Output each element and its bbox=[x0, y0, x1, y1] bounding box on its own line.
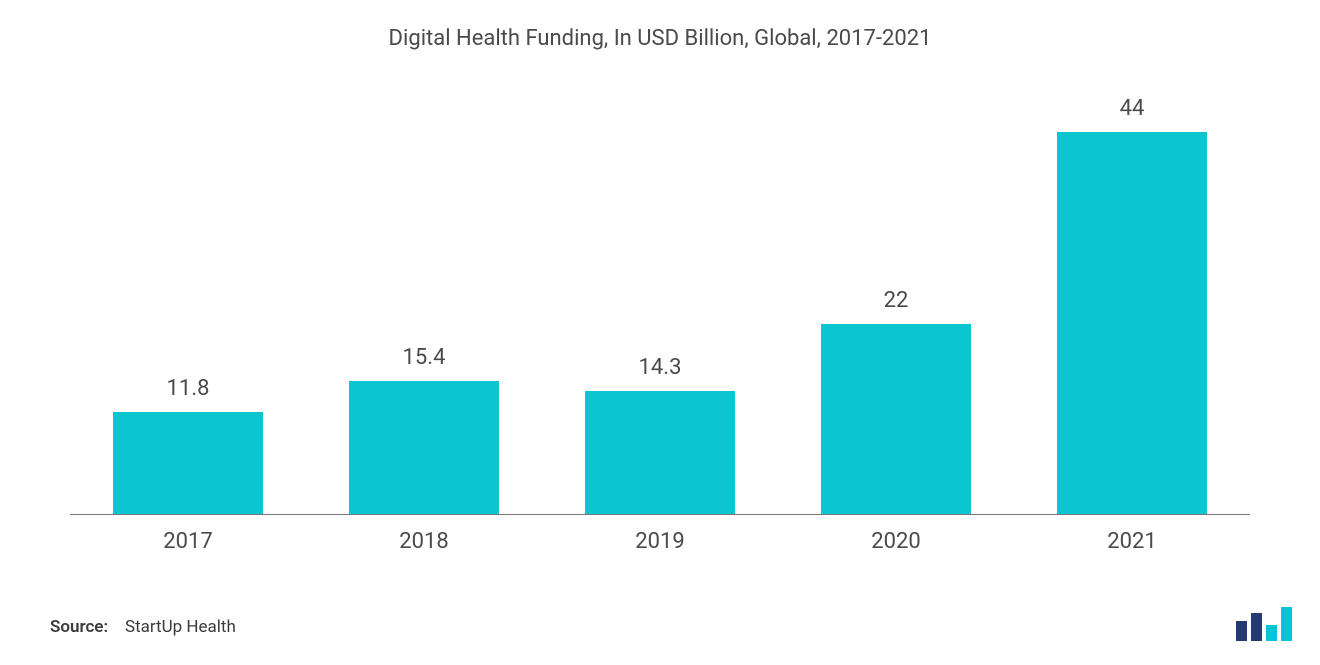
bar: 22 bbox=[821, 324, 971, 515]
bar-value-label: 44 bbox=[1120, 96, 1145, 121]
x-axis-label: 2019 bbox=[635, 529, 684, 554]
brand-logo-icon bbox=[1236, 607, 1292, 641]
bar-slot: 15.42018 bbox=[306, 80, 542, 515]
source-label: Source: bbox=[50, 617, 108, 637]
bar-slot: 222020 bbox=[778, 80, 1014, 515]
bar-slot: 442021 bbox=[1014, 80, 1250, 515]
x-axis-baseline bbox=[70, 514, 1250, 515]
bar-value-label: 22 bbox=[884, 288, 909, 313]
x-axis-label: 2020 bbox=[871, 529, 920, 554]
plot-area: 11.8201715.4201814.32019222020442021 bbox=[70, 80, 1250, 515]
chart-title: Digital Health Funding, In USD Billion, … bbox=[40, 0, 1280, 51]
bar: 14.3 bbox=[585, 391, 735, 515]
x-axis-label: 2021 bbox=[1107, 529, 1156, 554]
source-attribution: Source: StartUp Health bbox=[50, 617, 236, 637]
bar: 44 bbox=[1057, 132, 1207, 515]
chart-container: Digital Health Funding, In USD Billion, … bbox=[40, 0, 1280, 665]
bar: 15.4 bbox=[349, 381, 499, 515]
bar: 11.8 bbox=[113, 412, 263, 515]
x-axis-label: 2018 bbox=[399, 529, 448, 554]
source-value: StartUp Health bbox=[125, 617, 236, 637]
bar-value-label: 15.4 bbox=[403, 345, 446, 370]
x-axis-label: 2017 bbox=[163, 529, 212, 554]
bar-slot: 11.82017 bbox=[70, 80, 306, 515]
bar-value-label: 14.3 bbox=[639, 355, 682, 380]
bar-slot: 14.32019 bbox=[542, 80, 778, 515]
bar-series: 11.8201715.4201814.32019222020442021 bbox=[70, 80, 1250, 515]
bar-value-label: 11.8 bbox=[167, 376, 210, 401]
